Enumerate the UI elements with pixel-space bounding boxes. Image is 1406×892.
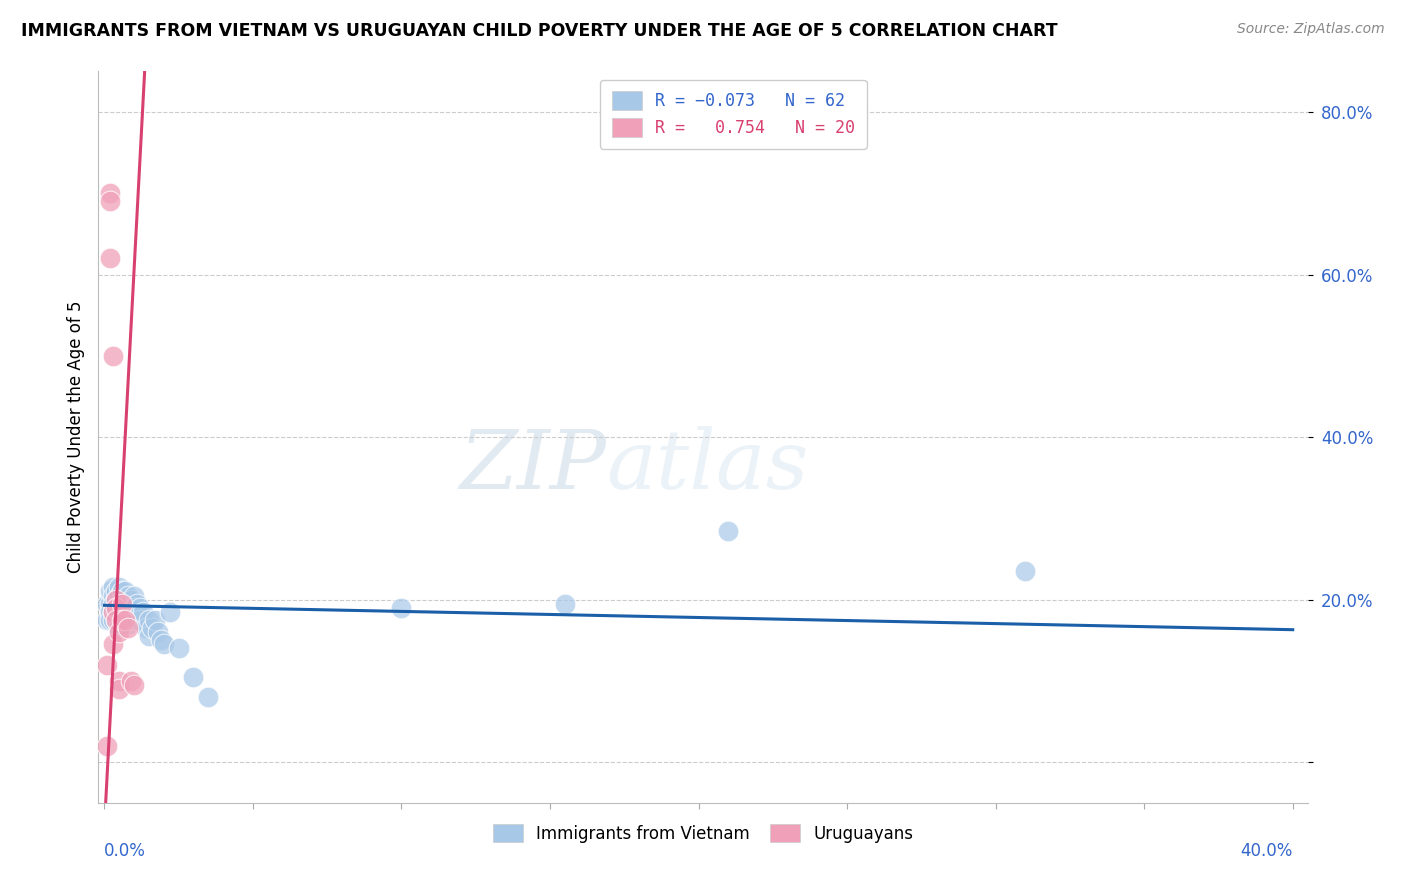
Point (98, 605, 121, 619)
Point (117, 597, 139, 611)
Point (129, 613, 152, 627)
Point (146, 625, 169, 640)
Point (105, 600, 128, 615)
Point (105, 613, 128, 627)
Point (111, 617, 134, 632)
Point (143, 613, 166, 627)
Point (96, 613, 118, 627)
Point (108, 673, 131, 688)
Point (108, 605, 131, 619)
Point (122, 589, 145, 603)
Point (125, 613, 148, 627)
Point (103, 589, 125, 603)
Legend: Immigrants from Vietnam, Uruguayans: Immigrants from Vietnam, Uruguayans (486, 817, 920, 849)
Point (98, 584, 121, 599)
Text: IMMIGRANTS FROM VIETNAM VS URUGUAYAN CHILD POVERTY UNDER THE AGE OF 5 CORRELATIO: IMMIGRANTS FROM VIETNAM VS URUGUAYAN CHI… (21, 22, 1057, 40)
Point (108, 613, 131, 627)
Point (108, 581, 131, 595)
Text: 40.0%: 40.0% (1240, 842, 1292, 860)
Point (120, 673, 142, 688)
Point (98, 597, 121, 611)
Point (1014, 564, 1036, 578)
Point (103, 349, 125, 363)
Point (98, 186, 121, 201)
Point (108, 621, 131, 635)
Point (129, 600, 152, 615)
Point (108, 681, 131, 696)
Point (149, 633, 172, 648)
Point (103, 613, 125, 627)
Point (111, 592, 134, 607)
Text: 0.0%: 0.0% (104, 842, 146, 860)
Point (96, 739, 118, 753)
Point (132, 605, 155, 619)
Point (105, 605, 128, 619)
Point (717, 524, 740, 538)
Point (554, 597, 576, 611)
Point (114, 584, 136, 599)
Y-axis label: Child Poverty Under the Age of 5: Child Poverty Under the Age of 5 (66, 301, 84, 574)
Point (98, 613, 121, 627)
Point (103, 597, 125, 611)
Point (138, 613, 160, 627)
Point (135, 621, 157, 635)
Point (108, 589, 131, 603)
Point (111, 608, 134, 623)
Point (197, 690, 219, 705)
Point (114, 613, 136, 627)
Point (111, 600, 134, 615)
Point (105, 600, 128, 615)
Point (117, 608, 139, 623)
Point (105, 592, 128, 607)
Point (122, 678, 145, 692)
Point (98, 194, 121, 209)
Point (96, 597, 118, 611)
Point (114, 613, 136, 627)
Point (111, 584, 134, 599)
Point (159, 605, 181, 619)
Point (183, 670, 205, 684)
Point (103, 581, 125, 595)
Point (96, 657, 118, 672)
Point (103, 605, 125, 619)
Point (120, 613, 142, 627)
Point (125, 597, 148, 611)
Text: Source: ZipAtlas.com: Source: ZipAtlas.com (1237, 22, 1385, 37)
Point (108, 597, 131, 611)
Point (122, 600, 145, 615)
Point (117, 621, 139, 635)
Point (122, 613, 145, 627)
Point (138, 629, 160, 643)
Point (167, 641, 190, 656)
Point (120, 592, 142, 607)
Text: atlas: atlas (606, 426, 808, 507)
Point (111, 597, 134, 611)
Point (114, 605, 136, 619)
Point (105, 584, 128, 599)
Point (117, 589, 139, 603)
Point (98, 252, 121, 266)
Text: ZIP: ZIP (460, 426, 606, 507)
Point (108, 625, 131, 640)
Point (103, 637, 125, 651)
Point (120, 600, 142, 615)
Point (117, 617, 139, 632)
Point (141, 621, 163, 635)
Point (105, 592, 128, 607)
Point (152, 637, 174, 651)
Point (114, 597, 136, 611)
Point (105, 613, 128, 627)
Point (111, 613, 134, 627)
Point (391, 600, 413, 615)
Point (103, 605, 125, 619)
